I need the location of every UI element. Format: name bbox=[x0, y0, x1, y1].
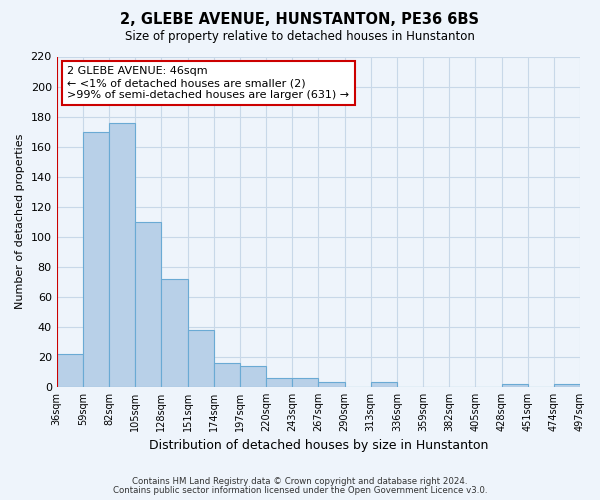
Bar bbox=[554, 384, 580, 387]
Bar bbox=[266, 378, 292, 387]
Text: 2, GLEBE AVENUE, HUNSTANTON, PE36 6BS: 2, GLEBE AVENUE, HUNSTANTON, PE36 6BS bbox=[121, 12, 479, 28]
Bar bbox=[371, 382, 397, 387]
Bar bbox=[502, 384, 527, 387]
Text: Size of property relative to detached houses in Hunstanton: Size of property relative to detached ho… bbox=[125, 30, 475, 43]
Bar bbox=[161, 279, 187, 387]
Bar bbox=[187, 330, 214, 387]
Text: 2 GLEBE AVENUE: 46sqm
← <1% of detached houses are smaller (2)
>99% of semi-deta: 2 GLEBE AVENUE: 46sqm ← <1% of detached … bbox=[67, 66, 349, 100]
Bar bbox=[83, 132, 109, 387]
Bar bbox=[109, 122, 135, 387]
Bar bbox=[292, 378, 319, 387]
Text: Contains HM Land Registry data © Crown copyright and database right 2024.: Contains HM Land Registry data © Crown c… bbox=[132, 477, 468, 486]
Bar bbox=[56, 354, 83, 387]
Bar bbox=[240, 366, 266, 387]
Bar bbox=[135, 222, 161, 387]
Bar bbox=[214, 363, 240, 387]
Bar bbox=[319, 382, 344, 387]
X-axis label: Distribution of detached houses by size in Hunstanton: Distribution of detached houses by size … bbox=[149, 440, 488, 452]
Text: Contains public sector information licensed under the Open Government Licence v3: Contains public sector information licen… bbox=[113, 486, 487, 495]
Y-axis label: Number of detached properties: Number of detached properties bbox=[15, 134, 25, 310]
